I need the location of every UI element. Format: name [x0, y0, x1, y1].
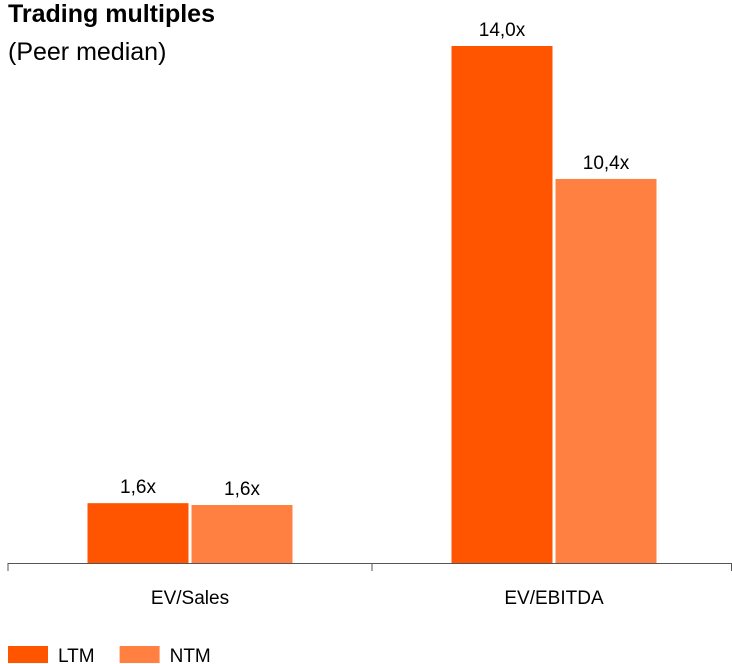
legend-swatch [8, 646, 48, 663]
bar [191, 505, 293, 563]
legend-swatch [119, 646, 160, 663]
bar [451, 46, 553, 563]
value-label: 14,0x [479, 20, 526, 41]
x-tick-label: EV/EBITDA [504, 588, 604, 609]
value-label: 10,4x [583, 153, 630, 174]
x-tick-label: EV/Sales [151, 588, 229, 609]
value-label: 1,6x [120, 477, 156, 498]
legend-label: LTM [58, 646, 95, 664]
bar [555, 178, 657, 563]
chart-title: Trading multiples [8, 0, 215, 28]
legend-label: NTM [170, 646, 211, 664]
chart-subtitle: (Peer median) [8, 38, 166, 66]
value-label: 1,6x [224, 479, 260, 500]
bar [87, 503, 189, 563]
